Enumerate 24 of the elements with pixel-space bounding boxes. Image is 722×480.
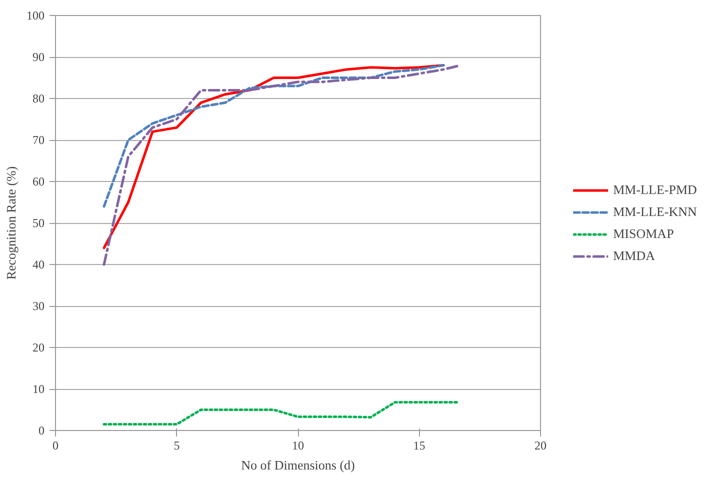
legend-label: MM-LLE-KNN (613, 204, 697, 220)
y-tick-label: 30 (32, 299, 44, 313)
line-series (102, 401, 460, 426)
x-axis-title: No of Dimensions (d) (241, 458, 355, 472)
y-tick-label: 90 (32, 50, 44, 64)
legend-label: MISOMAP (613, 226, 674, 242)
line-series (102, 64, 445, 208)
legend-label: MM-LLE-PMD (613, 182, 697, 198)
y-tick-label: 0 (38, 424, 44, 438)
y-tick-label: 80 (32, 92, 44, 106)
y-tick-label: 60 (32, 174, 44, 188)
y-axis-title: Recognition Rate (%) (4, 166, 18, 280)
x-tick-label: 10 (292, 438, 304, 452)
y-tick-label: 100 (26, 8, 44, 22)
legend-label: MMDA (613, 248, 656, 264)
y-tick-label: 50 (32, 216, 44, 230)
y-tick-label: 10 (32, 382, 44, 396)
y-tick-label: 40 (32, 258, 44, 272)
x-tick-label: 15 (413, 438, 426, 452)
x-tick-label: 0 (52, 438, 58, 452)
y-tick-label: 70 (32, 133, 44, 147)
x-tick-label: 20 (534, 438, 546, 452)
y-tick-label: 20 (32, 340, 44, 354)
x-tick-label: 5 (174, 438, 180, 452)
